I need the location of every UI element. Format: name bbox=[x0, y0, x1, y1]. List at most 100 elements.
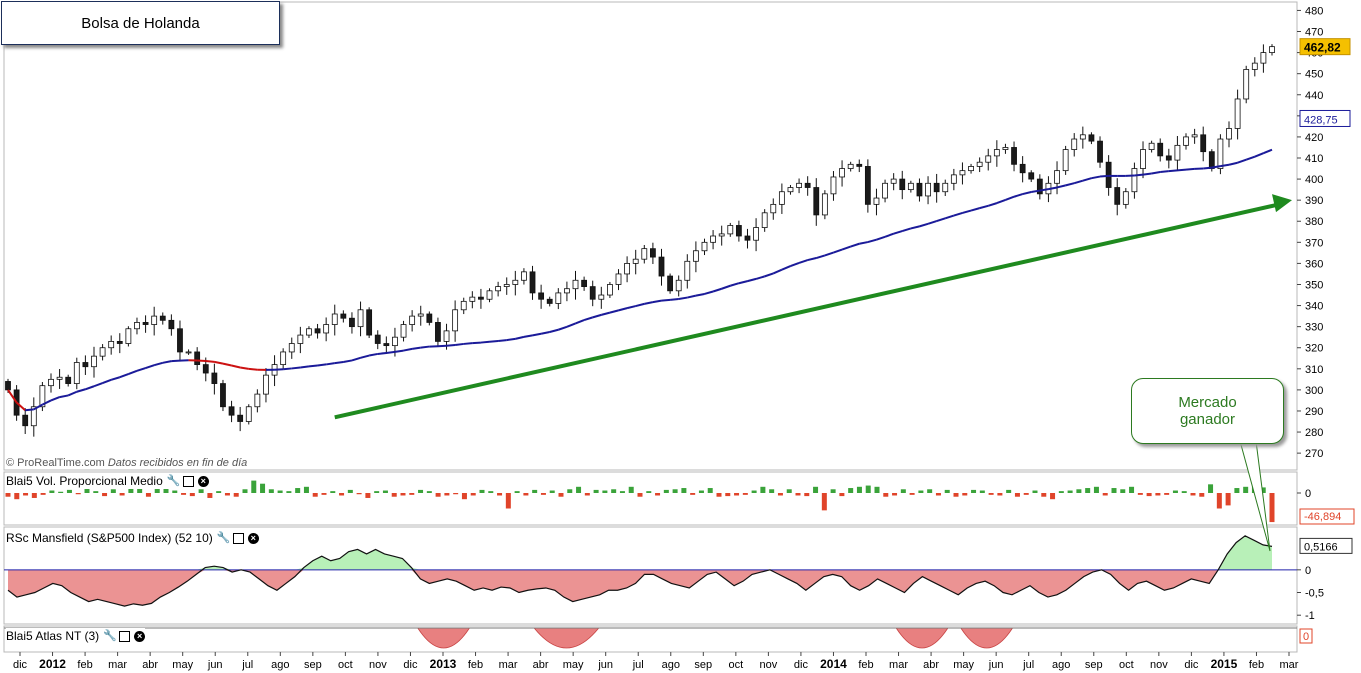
moving-average-segment bbox=[1211, 165, 1221, 169]
volume-bar bbox=[163, 487, 169, 493]
candle-body bbox=[882, 182, 888, 199]
candle-body bbox=[159, 315, 166, 321]
moving-average-segment bbox=[1073, 179, 1084, 185]
volume-bar bbox=[839, 493, 845, 497]
moving-average-segment bbox=[326, 362, 335, 366]
atlas-badge-text: 0 bbox=[1303, 631, 1309, 643]
moving-average-segment bbox=[1099, 174, 1109, 178]
volume-bar bbox=[198, 489, 204, 493]
moving-average-segment bbox=[601, 311, 611, 316]
volume-bar bbox=[84, 488, 90, 493]
moving-average-segment bbox=[308, 364, 318, 368]
candle-body bbox=[1131, 168, 1138, 193]
x-tick-label: ago bbox=[271, 659, 289, 671]
volume-bar bbox=[962, 493, 968, 496]
price-tick-label: 370 bbox=[1305, 237, 1323, 249]
close-icon[interactable]: × bbox=[134, 630, 146, 642]
moving-average-segment bbox=[669, 297, 679, 301]
moving-average-segment bbox=[240, 366, 249, 370]
moving-average-segment bbox=[33, 403, 43, 411]
volume-bar bbox=[347, 489, 353, 493]
window-icon[interactable] bbox=[119, 630, 131, 642]
close-icon[interactable]: × bbox=[197, 475, 209, 487]
candle-body bbox=[331, 313, 338, 325]
chart-title: Bolsa de Holanda bbox=[81, 14, 200, 32]
volume-bar bbox=[1137, 493, 1143, 495]
callout-pointer bbox=[1239, 440, 1271, 552]
candle-body bbox=[607, 284, 613, 296]
moving-average-segment bbox=[455, 342, 464, 346]
wrench-icon[interactable]: 🔧 bbox=[103, 630, 117, 642]
volume-bar bbox=[558, 493, 564, 497]
price-tick-label: 360 bbox=[1305, 258, 1323, 270]
candle-body bbox=[632, 258, 639, 264]
window-icon[interactable] bbox=[182, 475, 194, 487]
moving-average-segment bbox=[283, 367, 292, 371]
wrench-icon[interactable]: 🔧 bbox=[216, 532, 231, 544]
candle-body bbox=[985, 155, 992, 163]
candle-body bbox=[976, 161, 983, 167]
x-tick-label: jun bbox=[597, 659, 613, 671]
volume-bar bbox=[189, 493, 195, 497]
volume-bar bbox=[1243, 486, 1249, 493]
mansfield-tick-label: -0,5 bbox=[1305, 588, 1324, 600]
volume-bar bbox=[49, 490, 55, 493]
volume-bar bbox=[321, 493, 327, 495]
volume-bar bbox=[532, 489, 538, 493]
volume-bar bbox=[971, 489, 977, 493]
candle-body bbox=[5, 381, 11, 391]
volume-bar bbox=[646, 491, 652, 493]
x-tick-label: ago bbox=[662, 659, 680, 671]
price-tick-label: 390 bbox=[1305, 195, 1323, 207]
window-icon[interactable] bbox=[232, 532, 244, 544]
trendline bbox=[334, 202, 1281, 420]
moving-average-segment bbox=[93, 382, 103, 388]
candle-body bbox=[933, 182, 940, 193]
candle-body bbox=[125, 328, 132, 344]
close-icon[interactable]: × bbox=[247, 532, 259, 544]
volume-bar bbox=[979, 490, 985, 493]
x-tick-label: may bbox=[563, 659, 584, 671]
moving-average-segment bbox=[351, 356, 361, 362]
moving-average-segment bbox=[472, 341, 481, 345]
candle-body bbox=[830, 176, 837, 195]
x-tick-label: dic bbox=[13, 659, 28, 671]
volume-badge bbox=[1299, 508, 1355, 525]
atlas-panel-title: Blai5 Atlas NT (3) bbox=[6, 629, 100, 643]
mansfield-negative-area bbox=[8, 569, 1272, 607]
candle-body bbox=[1071, 138, 1078, 150]
mercado-ganador-callout: Mercado ganador bbox=[1131, 378, 1284, 444]
moving-average-segment bbox=[1185, 167, 1195, 171]
volume-bar bbox=[216, 491, 222, 493]
volume-bar bbox=[286, 491, 292, 493]
moving-average-segment bbox=[197, 359, 206, 362]
volume-bar bbox=[821, 493, 827, 511]
moving-average-segment bbox=[987, 202, 998, 207]
volume-bar bbox=[1225, 493, 1231, 506]
moving-average-segment bbox=[893, 230, 903, 235]
x-tick-label: feb bbox=[858, 659, 873, 671]
moving-average-segment bbox=[1048, 186, 1058, 191]
candle-body bbox=[598, 294, 605, 300]
moving-average-segment bbox=[721, 284, 731, 290]
moving-average-segment bbox=[936, 217, 946, 223]
moving-average-segment bbox=[403, 347, 413, 352]
wrench-icon[interactable]: 🔧 bbox=[166, 475, 181, 487]
moving-average-segment bbox=[678, 296, 688, 300]
x-tick-label: feb bbox=[77, 659, 92, 671]
volume-bar bbox=[382, 490, 388, 493]
volume-bar bbox=[31, 493, 37, 498]
volume-bar bbox=[93, 491, 99, 493]
atlas-area bbox=[417, 627, 471, 649]
volume-bar bbox=[874, 486, 880, 493]
x-tick-label: 2014 bbox=[820, 657, 847, 671]
candle-body bbox=[1002, 147, 1009, 150]
candle-body bbox=[813, 187, 820, 216]
volume-bar bbox=[593, 489, 599, 493]
moving-average-segment bbox=[532, 332, 542, 337]
moving-average-segment bbox=[1005, 195, 1015, 201]
volume-bar bbox=[400, 493, 406, 496]
x-tick-label: abr bbox=[142, 659, 158, 671]
x-tick-label: oct bbox=[729, 659, 744, 671]
candle-body bbox=[116, 341, 123, 344]
